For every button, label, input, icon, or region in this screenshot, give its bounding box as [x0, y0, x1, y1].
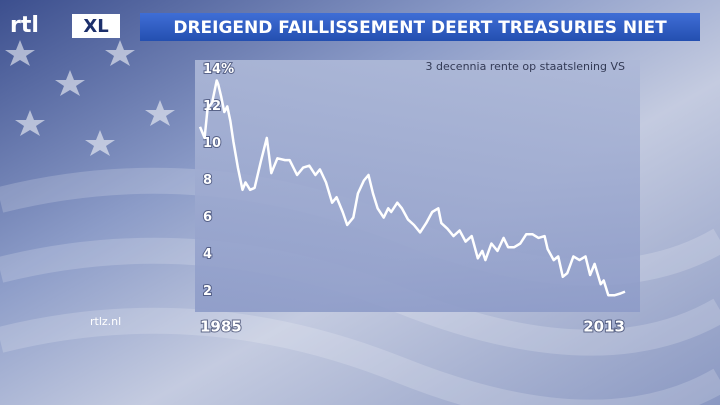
chart-subtitle: 3 decennia rente op staatslening VS	[426, 60, 626, 73]
website: rtlz.nl	[90, 315, 121, 328]
y-tick-label: 10	[203, 136, 221, 151]
line	[198, 79, 626, 297]
x-tick-label: 1985	[200, 318, 242, 336]
y-tick-label: 14%	[203, 62, 234, 77]
logo-badge-box	[72, 14, 120, 38]
chart-title: DREIGEND FAILLISSEMENT DEERT TREASURIES …	[173, 18, 667, 38]
y-tick-label: 4	[203, 247, 212, 262]
y-tick-label: 6	[203, 210, 212, 225]
flag-stars	[5, 40, 175, 156]
y-tick-label: 8	[203, 173, 212, 188]
title-bar	[140, 13, 700, 41]
logo: rtl	[10, 13, 39, 38]
x-tick-label: 2013	[583, 318, 625, 336]
logo-badge: XL	[83, 16, 108, 37]
plot-panel	[195, 60, 640, 312]
y-tick-label: 2	[203, 284, 212, 299]
